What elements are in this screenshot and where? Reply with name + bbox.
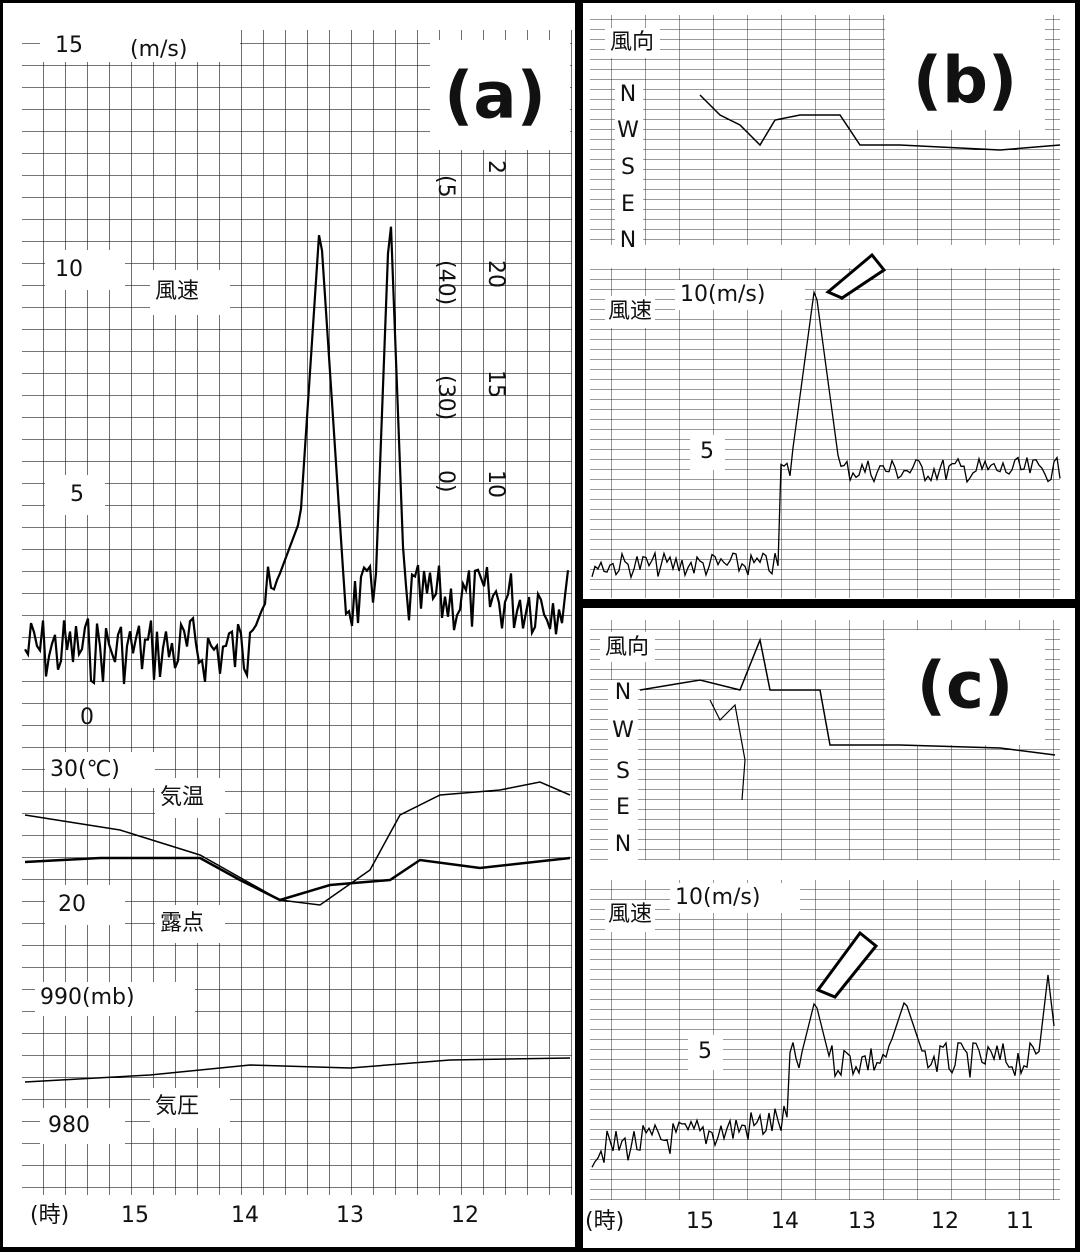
labels: 15 (m/s) (a) 10 風速 5 0 (5 (40) (30) 0) 2… [22, 28, 1073, 1245]
panel-label: (c) [917, 650, 1013, 724]
tick: 5 [70, 482, 84, 507]
direction: N [615, 680, 631, 705]
time-unit: (時) [585, 1209, 624, 1234]
direction: W [612, 718, 634, 743]
panel-label: (b) [913, 45, 1017, 119]
tick: 5 [700, 439, 714, 464]
tick: 15 [55, 33, 83, 58]
title: 風速 [608, 299, 652, 324]
time-label: 14 [231, 1203, 259, 1228]
time-label: 13 [848, 1209, 876, 1234]
panel-c [577, 602, 1080, 1252]
tick: 10 [55, 257, 83, 282]
title: 露点 [160, 911, 204, 936]
side-tick: (40) [433, 260, 458, 305]
tick: 10(m/s) [680, 282, 765, 307]
title: 気温 [160, 785, 204, 810]
tick: 20 [58, 892, 86, 917]
tick: 990(mb) [40, 985, 135, 1010]
direction: E [621, 192, 635, 217]
side-tick: 2 [483, 160, 508, 174]
panel-label: (a) [444, 60, 546, 134]
tick: 980 [48, 1113, 90, 1138]
trace [591, 974, 1055, 1168]
trace [24, 226, 570, 685]
time-label: 14 [771, 1209, 799, 1234]
trace [591, 289, 1061, 580]
unit: (m/s) [130, 37, 187, 62]
title: 風向 [610, 30, 654, 55]
direction: N [620, 228, 636, 253]
direction: N [620, 82, 636, 107]
time-label: 12 [451, 1203, 479, 1228]
time-label: 13 [336, 1203, 364, 1228]
side-tick: (5 [433, 175, 458, 198]
title: 風速 [155, 279, 199, 304]
tick: 0 [80, 705, 94, 730]
direction: S [616, 759, 630, 784]
title: 風向 [605, 635, 649, 660]
time-label: 12 [931, 1209, 959, 1234]
title: 風速 [608, 902, 652, 927]
side-tick: 10 [483, 470, 508, 498]
panel-a [0, 0, 581, 1252]
direction: E [616, 795, 630, 820]
time-label: 11 [1006, 1209, 1034, 1234]
tick: 5 [698, 1039, 712, 1064]
title: 気圧 [155, 1094, 199, 1119]
side-tick: 15 [483, 370, 508, 398]
direction: S [621, 155, 635, 180]
side-tick: 20 [483, 260, 508, 288]
side-tick: (30) [433, 375, 458, 420]
tick: 10(m/s) [675, 885, 760, 910]
side-tick: 0) [433, 470, 458, 493]
direction: N [615, 832, 631, 857]
time-label: 15 [686, 1209, 714, 1234]
time-unit: (時) [30, 1203, 69, 1228]
tick: 30(℃) [50, 757, 120, 782]
time-label: 15 [121, 1203, 149, 1228]
direction: W [617, 118, 639, 143]
